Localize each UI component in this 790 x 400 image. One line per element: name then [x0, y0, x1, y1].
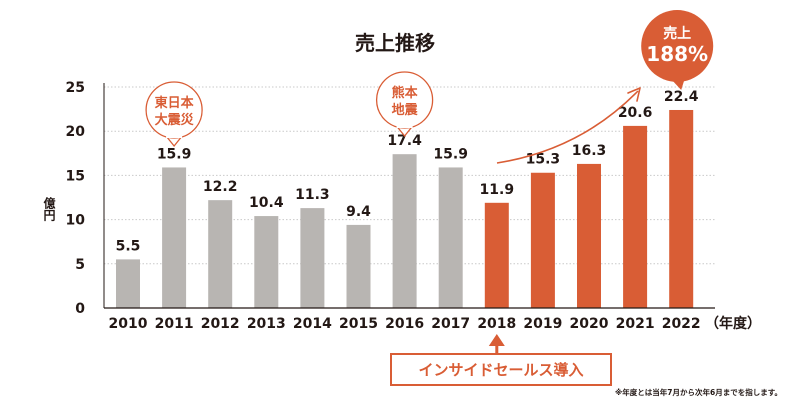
callout-pointer-mask-earthquake_2011: [166, 132, 183, 138]
bar-2010: [116, 259, 140, 308]
value-label-2013: 10.4: [249, 195, 284, 211]
x-tick-label-2017: 2017: [431, 316, 470, 332]
value-label-2015: 9.4: [346, 204, 371, 220]
bar-2020: [577, 163, 601, 308]
value-label-2017: 15.9: [433, 146, 468, 162]
x-tick-label-2019: 2019: [523, 316, 562, 332]
value-label-2010: 5.5: [116, 238, 141, 254]
x-tick-label-2015: 2015: [339, 316, 378, 332]
growth-badge-value: 188%: [646, 42, 708, 66]
bar-2016: [392, 154, 417, 308]
y-tick-label-0: 0: [75, 301, 85, 317]
value-label-2016: 17.4: [387, 133, 422, 149]
bar-2018: [484, 202, 509, 308]
value-label-2014: 11.3: [295, 187, 330, 203]
bar-2014: [300, 208, 325, 308]
x-tick-label-2016: 2016: [385, 316, 424, 332]
x-tick-label-2014: 2014: [293, 316, 332, 332]
x-tick-label-2010: 2010: [109, 316, 148, 332]
x-tick-label-2021: 2021: [616, 316, 655, 332]
value-label-2011: 15.9: [157, 146, 192, 162]
bar-2012: [208, 200, 233, 308]
y-tick-label-25: 25: [66, 80, 85, 96]
chart-title: 売上推移: [355, 31, 435, 55]
bar-2017: [438, 167, 463, 308]
value-label-2018: 11.9: [480, 182, 515, 198]
callout-text-2-earthquake_2011: 大震災: [155, 112, 195, 128]
callout-text-1-earthquake_2011: 東日本: [155, 95, 194, 111]
y-tick-label-15: 15: [66, 168, 85, 184]
x-tick-label-2020: 2020: [570, 316, 609, 332]
callout-pointer-mask-earthquake_2016: [396, 122, 413, 128]
growth-badge-label: 売上: [663, 25, 691, 42]
y-tick-label-20: 20: [66, 124, 86, 140]
bar-2013: [254, 216, 279, 308]
value-label-2021: 20.6: [618, 105, 653, 121]
footnote: ※年度とは当年7月から次年6月までを指します。: [615, 387, 782, 397]
callout-text-1-earthquake_2016: 熊本: [392, 85, 418, 101]
insidesales-label-box: [390, 353, 612, 386]
y-axis-label: 億円: [42, 196, 56, 222]
insidesales-arrow-head: [488, 334, 505, 346]
x-tick-label-2012: 2012: [201, 316, 240, 332]
bar-2021: [623, 125, 648, 308]
growth-badge-circle: [641, 10, 714, 82]
callout-text-2-earthquake_2016: 地震: [392, 102, 419, 118]
bar-2019: [530, 172, 555, 308]
bar-2015: [346, 224, 371, 308]
x-tick-label-2011: 2011: [155, 316, 194, 332]
bar-2011: [162, 167, 187, 308]
y-tick-label-10: 10: [66, 213, 86, 229]
x-tick-label-2018: 2018: [477, 316, 516, 332]
x-tick-label-2022: 2022: [662, 316, 701, 332]
growth-arrow-line: [496, 90, 639, 164]
value-label-2019: 15.3: [526, 152, 561, 168]
insidesales-label: インサイドセールス導入: [418, 361, 583, 379]
growth-arrow-head: [627, 87, 641, 102]
y-tick-label-5: 5: [75, 257, 85, 273]
value-label-2012: 12.2: [203, 179, 238, 195]
x-axis-unit-label: （年度）: [705, 315, 761, 332]
value-label-2022: 22.4: [664, 89, 699, 105]
x-tick-label-2013: 2013: [247, 316, 286, 332]
bar-2022: [669, 109, 694, 308]
value-label-2020: 16.3: [572, 143, 607, 159]
